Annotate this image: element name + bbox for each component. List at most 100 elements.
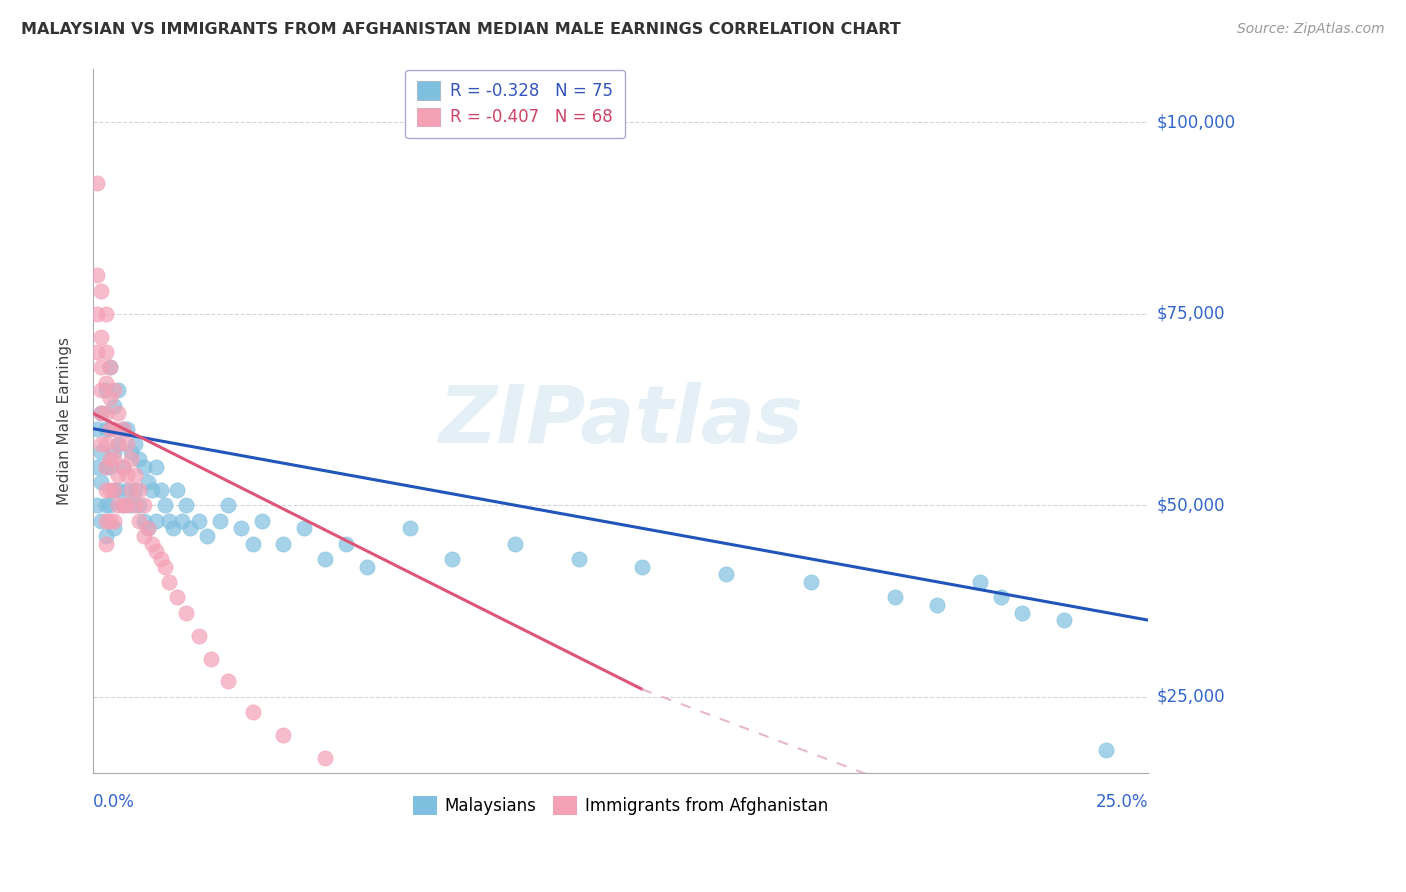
- Text: $100,000: $100,000: [1157, 113, 1236, 131]
- Point: [124, 498, 146, 512]
- Point: [107, 437, 129, 451]
- Point: [98, 452, 121, 467]
- Point: [314, 552, 336, 566]
- Text: MALAYSIAN VS IMMIGRANTS FROM AFGHANISTAN MEDIAN MALE EARNINGS CORRELATION CHART: MALAYSIAN VS IMMIGRANTS FROM AFGHANISTAN…: [21, 22, 901, 37]
- Point: [631, 835, 654, 849]
- Point: [90, 284, 112, 298]
- Point: [800, 574, 823, 589]
- Point: [90, 406, 112, 420]
- Point: [271, 728, 294, 742]
- Point: [98, 514, 121, 528]
- Point: [94, 498, 117, 512]
- Point: [103, 444, 125, 458]
- Point: [271, 536, 294, 550]
- Point: [98, 391, 121, 405]
- Point: [208, 514, 231, 528]
- Point: [103, 422, 125, 436]
- Point: [482, 805, 505, 819]
- Point: [94, 459, 117, 474]
- Point: [94, 345, 117, 359]
- Point: [128, 452, 150, 467]
- Point: [86, 422, 108, 436]
- Text: 0.0%: 0.0%: [93, 793, 135, 811]
- Point: [314, 751, 336, 765]
- Point: [107, 437, 129, 451]
- Point: [115, 498, 138, 512]
- Point: [94, 483, 117, 497]
- Point: [166, 483, 188, 497]
- Point: [98, 360, 121, 375]
- Text: $75,000: $75,000: [1157, 305, 1226, 323]
- Point: [98, 422, 121, 436]
- Point: [187, 628, 209, 642]
- Point: [107, 406, 129, 420]
- Point: [94, 529, 117, 543]
- Point: [94, 422, 117, 436]
- Point: [103, 483, 125, 497]
- Point: [120, 444, 142, 458]
- Point: [1095, 743, 1118, 757]
- Point: [115, 437, 138, 451]
- Point: [90, 437, 112, 451]
- Point: [98, 360, 121, 375]
- Point: [335, 536, 357, 550]
- Point: [157, 574, 180, 589]
- Point: [153, 498, 176, 512]
- Point: [132, 498, 155, 512]
- Point: [758, 843, 780, 857]
- Point: [567, 552, 589, 566]
- Point: [128, 498, 150, 512]
- Point: [145, 544, 167, 558]
- Point: [103, 483, 125, 497]
- Point: [111, 498, 134, 512]
- Point: [170, 514, 193, 528]
- Point: [1053, 613, 1076, 627]
- Text: Source: ZipAtlas.com: Source: ZipAtlas.com: [1237, 22, 1385, 37]
- Point: [103, 514, 125, 528]
- Point: [90, 360, 112, 375]
- Point: [187, 514, 209, 528]
- Point: [179, 521, 201, 535]
- Point: [356, 559, 378, 574]
- Point: [111, 422, 134, 436]
- Point: [94, 536, 117, 550]
- Point: [440, 552, 463, 566]
- Point: [141, 483, 163, 497]
- Point: [98, 459, 121, 474]
- Point: [103, 521, 125, 535]
- Point: [90, 475, 112, 490]
- Text: $25,000: $25,000: [1157, 688, 1226, 706]
- Point: [86, 345, 108, 359]
- Point: [242, 705, 264, 719]
- Point: [145, 514, 167, 528]
- Legend: Malaysians, Immigrants from Afghanistan: Malaysians, Immigrants from Afghanistan: [404, 787, 838, 825]
- Point: [124, 437, 146, 451]
- Point: [94, 384, 117, 398]
- Point: [90, 406, 112, 420]
- Text: 25.0%: 25.0%: [1097, 793, 1149, 811]
- Point: [124, 483, 146, 497]
- Point: [86, 498, 108, 512]
- Point: [98, 422, 121, 436]
- Point: [94, 514, 117, 528]
- Point: [132, 514, 155, 528]
- Point: [149, 483, 172, 497]
- Y-axis label: Median Male Earnings: Median Male Earnings: [58, 337, 72, 505]
- Point: [128, 483, 150, 497]
- Point: [103, 384, 125, 398]
- Point: [94, 376, 117, 390]
- Point: [631, 559, 654, 574]
- Point: [86, 268, 108, 283]
- Point: [128, 514, 150, 528]
- Point: [174, 498, 197, 512]
- Point: [107, 384, 129, 398]
- Point: [229, 521, 252, 535]
- Point: [153, 559, 176, 574]
- Point: [136, 475, 159, 490]
- Point: [120, 483, 142, 497]
- Point: [195, 529, 218, 543]
- Point: [94, 406, 117, 420]
- Point: [157, 514, 180, 528]
- Point: [217, 498, 239, 512]
- Point: [120, 452, 142, 467]
